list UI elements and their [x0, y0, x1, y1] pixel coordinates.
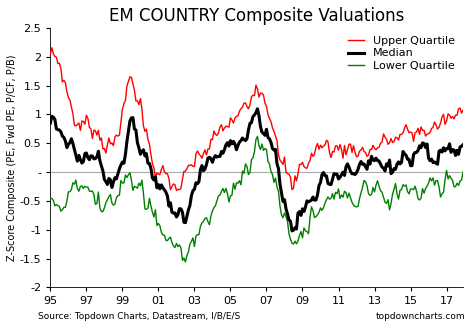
Lower Quartile [460, 170, 466, 174]
Upper Quartile [337, 143, 343, 147]
Upper Quartile [297, 162, 302, 166]
Upper Quartile [47, 52, 53, 56]
Median [201, 169, 206, 173]
Lower Quartile [202, 217, 208, 221]
Legend: Upper Quartile, Median, Lower Quartile: Upper Quartile, Median, Lower Quartile [345, 34, 457, 73]
Upper Quartile [173, 188, 179, 192]
Line: Lower Quartile: Lower Quartile [50, 136, 463, 262]
Line: Upper Quartile: Upper Quartile [50, 48, 463, 190]
Line: Median: Median [50, 109, 463, 231]
Median [47, 121, 53, 125]
Upper Quartile [204, 153, 209, 157]
Text: Source: Topdown Charts, Datastream, I/B/E/S: Source: Topdown Charts, Datastream, I/B/… [38, 312, 240, 321]
Median [297, 210, 302, 214]
Median [289, 229, 295, 233]
Title: EM COUNTRY Composite Valuations: EM COUNTRY Composite Valuations [109, 7, 404, 25]
Lower Quartile [102, 206, 107, 210]
Lower Quartile [337, 197, 343, 201]
Median [460, 143, 466, 147]
Median [337, 175, 343, 179]
Lower Quartile [47, 196, 53, 200]
Text: topdowncharts.com: topdowncharts.com [376, 312, 465, 321]
Upper Quartile [261, 93, 266, 97]
Upper Quartile [265, 113, 271, 117]
Median [102, 177, 107, 181]
Upper Quartile [103, 151, 109, 155]
Lower Quartile [297, 234, 302, 237]
Median [259, 130, 265, 134]
Y-axis label: Z-Score Composite (PE, Fwd PE, P/CF, P/B): Z-Score Composite (PE, Fwd PE, P/CF, P/B… [7, 54, 17, 261]
Upper Quartile [49, 46, 55, 50]
Lower Quartile [265, 160, 271, 163]
Lower Quartile [261, 149, 266, 152]
Lower Quartile [255, 134, 260, 138]
Median [264, 127, 269, 131]
Median [255, 107, 260, 111]
Lower Quartile [183, 260, 188, 264]
Upper Quartile [460, 108, 466, 112]
